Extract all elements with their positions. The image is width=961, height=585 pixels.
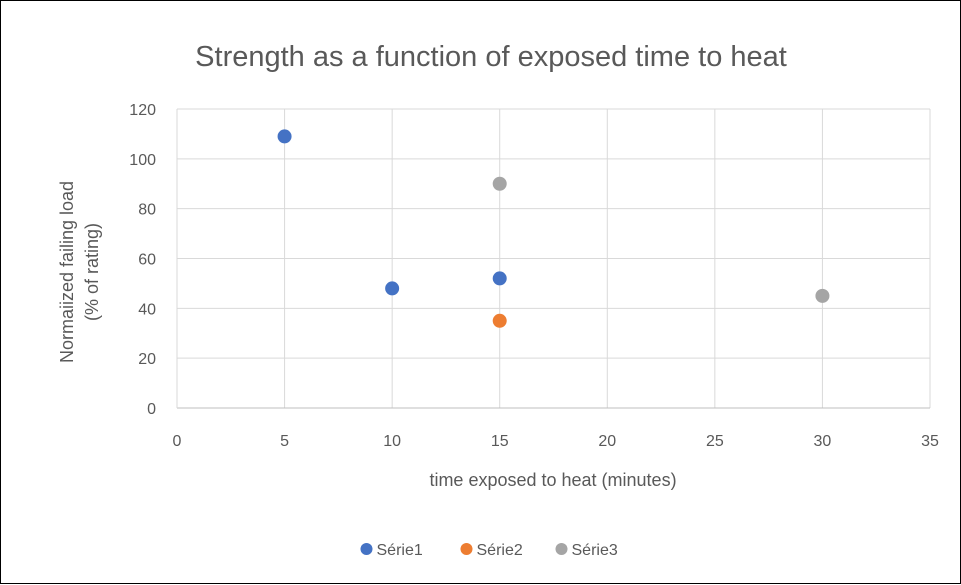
data-point [492,313,507,328]
x-axis-title: time exposed to heat (minutes) [429,470,676,490]
legend-marker [360,543,373,555]
data-points [277,129,830,328]
x-tick-label: 15 [491,433,509,450]
y-tick-label: 80 [138,202,156,219]
x-tick-label: 30 [814,433,832,450]
gridlines [177,108,931,408]
x-tick-label: 25 [706,433,724,450]
x-tick-label: 0 [173,433,182,450]
legend-label: Série3 [572,542,618,559]
y-axis-title-line-2: (% of rating) [82,223,102,321]
chart-title: Strength as a function of exposed time t… [195,41,787,73]
y-tick-label: 100 [129,152,156,169]
data-point [385,281,400,296]
y-tick-label: 0 [147,401,156,418]
legend: Série1 Série2 Série3 [360,542,618,559]
y-tick-label: 60 [138,252,156,269]
legend-marker [460,543,473,555]
data-point [815,288,830,303]
data-point [277,129,292,144]
axes [176,109,930,409]
data-point [492,271,507,286]
y-tick-labels: 0 20 40 60 80 100 120 [129,102,156,418]
y-tick-label: 40 [138,301,156,318]
legend-label: Série1 [377,542,423,559]
y-axis-title: Normaiized failing load (% of rating) [57,181,102,363]
legend-label: Série2 [477,542,523,559]
data-point [492,176,507,191]
x-tick-label: 20 [598,433,616,450]
x-tick-labels: 0 5 10 15 20 25 30 35 [173,433,939,450]
x-tick-label: 10 [383,433,401,450]
y-tick-label: 20 [138,351,156,368]
legend-marker [555,543,568,555]
x-tick-label: 5 [280,433,289,450]
y-tick-label: 120 [129,102,156,119]
x-tick-label: 35 [921,433,939,450]
y-axis-title-line-1: Normaiized failing load [57,181,77,363]
